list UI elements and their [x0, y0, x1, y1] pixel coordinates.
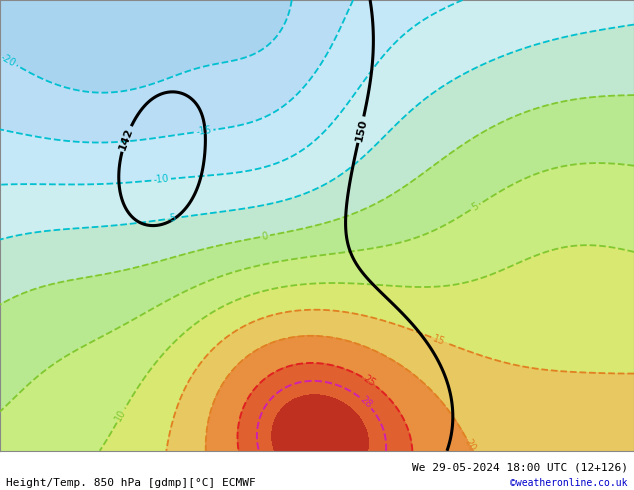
Text: -20: -20	[0, 52, 18, 69]
Text: Height/Temp. 850 hPa [gdmp][°C] ECMWF: Height/Temp. 850 hPa [gdmp][°C] ECMWF	[6, 478, 256, 488]
Text: 20: 20	[463, 437, 477, 453]
Text: 150: 150	[354, 117, 368, 142]
Text: -5: -5	[166, 213, 178, 224]
Text: 0: 0	[261, 231, 269, 242]
Text: -15: -15	[195, 125, 212, 137]
Text: 5: 5	[470, 201, 481, 213]
Text: We 29-05-2024 18:00 UTC (12+126): We 29-05-2024 18:00 UTC (12+126)	[411, 463, 628, 473]
Text: ©weatheronline.co.uk: ©weatheronline.co.uk	[510, 478, 628, 488]
Text: 142: 142	[117, 126, 135, 151]
Text: 15: 15	[431, 333, 446, 347]
Text: -10: -10	[153, 174, 169, 185]
Text: 10: 10	[113, 408, 128, 423]
Text: 25: 25	[361, 374, 377, 389]
Text: 28: 28	[358, 394, 373, 411]
